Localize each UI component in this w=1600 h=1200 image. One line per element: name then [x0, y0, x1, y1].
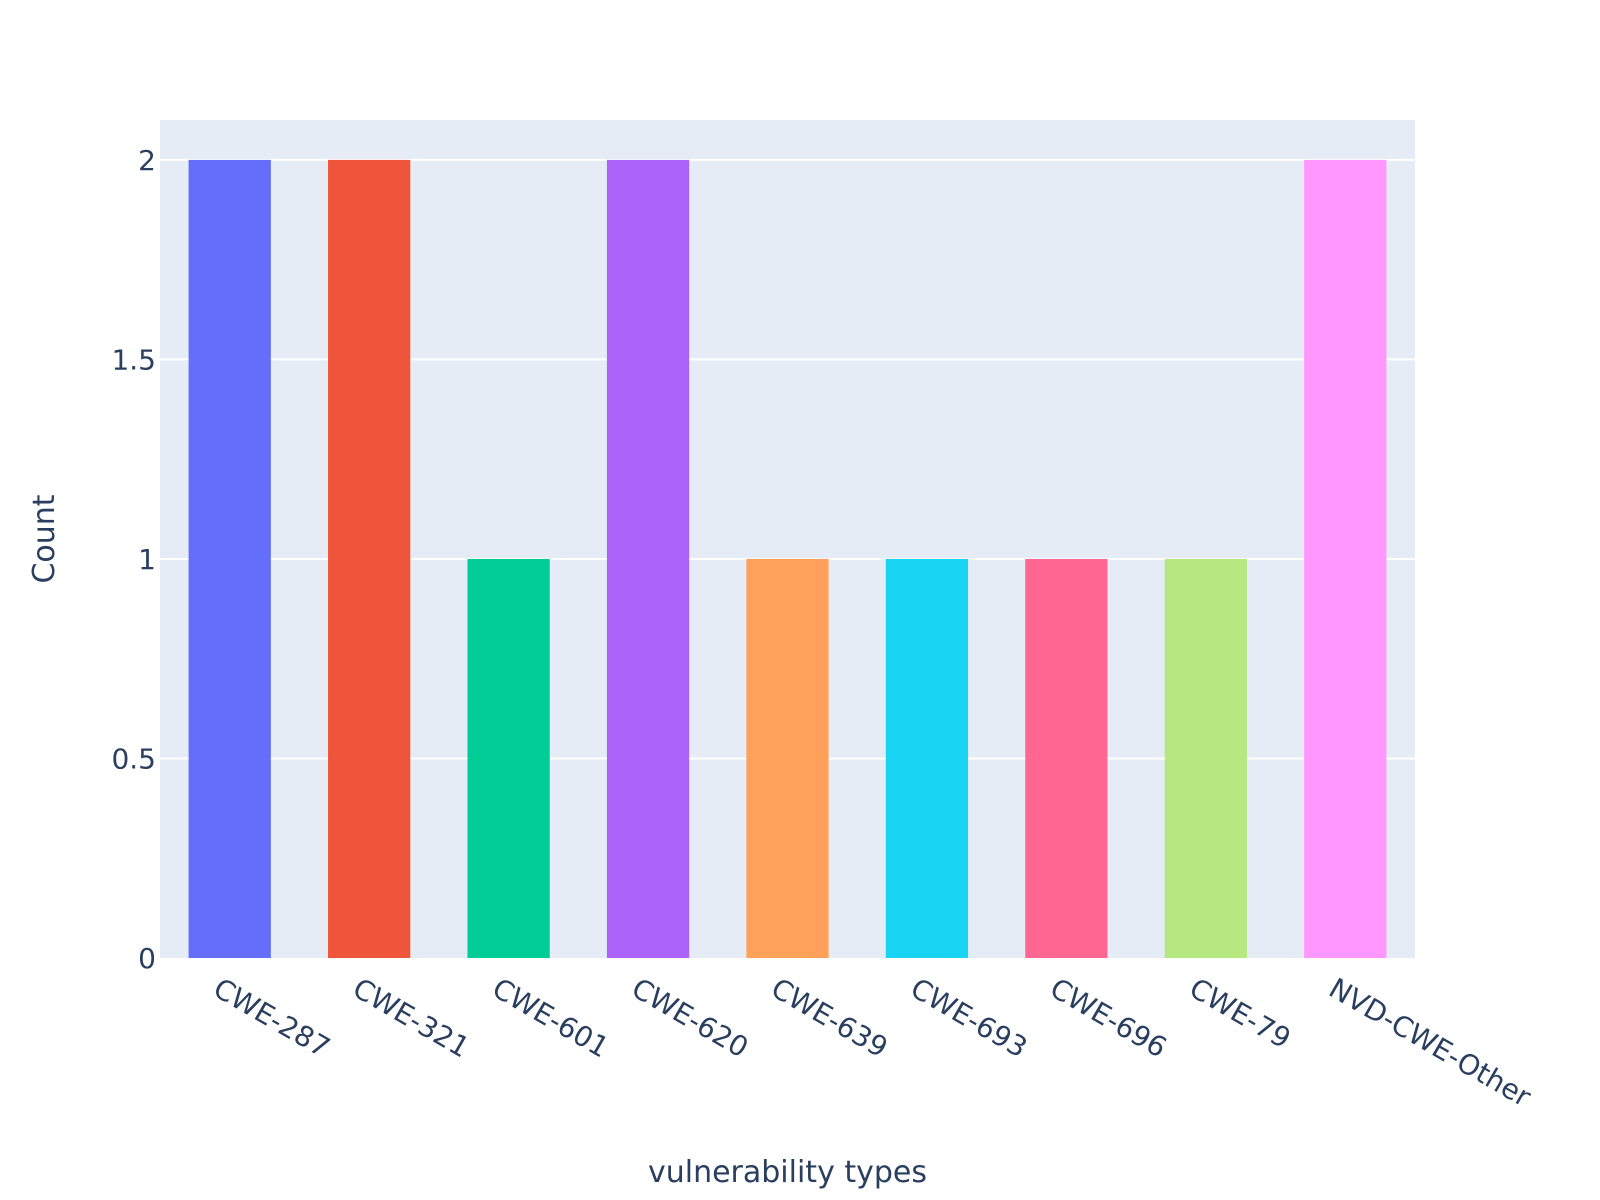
y-tick-label: 0	[138, 942, 156, 975]
x-axis-title: vulnerability types	[648, 1155, 927, 1190]
y-axis-title: Count	[27, 494, 62, 583]
x-tick-label: CWE-639	[766, 971, 894, 1064]
x-tick-label: NVD-CWE-Other	[1323, 971, 1537, 1113]
bar-cwe-79	[1164, 558, 1247, 958]
bar-cwe-601	[467, 558, 550, 958]
bar-nvd-cwe-other	[1304, 159, 1387, 958]
y-tick-label: 1	[138, 543, 156, 576]
x-tick-label: CWE-601	[487, 971, 615, 1064]
bar-cwe-639	[746, 558, 829, 958]
x-tick-label: CWE-79	[1184, 971, 1296, 1055]
y-tick-label: 2	[138, 144, 156, 177]
x-tick-label: CWE-693	[905, 971, 1033, 1064]
bar-cwe-287	[188, 159, 271, 958]
y-tick-label: 1.5	[111, 343, 156, 376]
bar-cwe-620	[606, 159, 690, 958]
x-tick-label: CWE-696	[1044, 971, 1172, 1064]
x-tick-label: CWE-287	[208, 971, 336, 1064]
x-tick-label: CWE-321	[347, 971, 475, 1064]
bar-cwe-693	[885, 558, 969, 958]
y-tick-labels: 0 0.5 1 1.5 2	[111, 144, 156, 975]
y-tick-label: 0.5	[111, 742, 156, 775]
bars	[188, 159, 1387, 958]
x-tick-labels: CWE-287 CWE-321 CWE-601 CWE-620 CWE-639 CWE-6…	[208, 971, 1537, 1113]
bar-cwe-696	[1025, 558, 1108, 958]
x-tick-label: CWE-620	[626, 971, 754, 1064]
bar-cwe-321	[328, 159, 411, 958]
